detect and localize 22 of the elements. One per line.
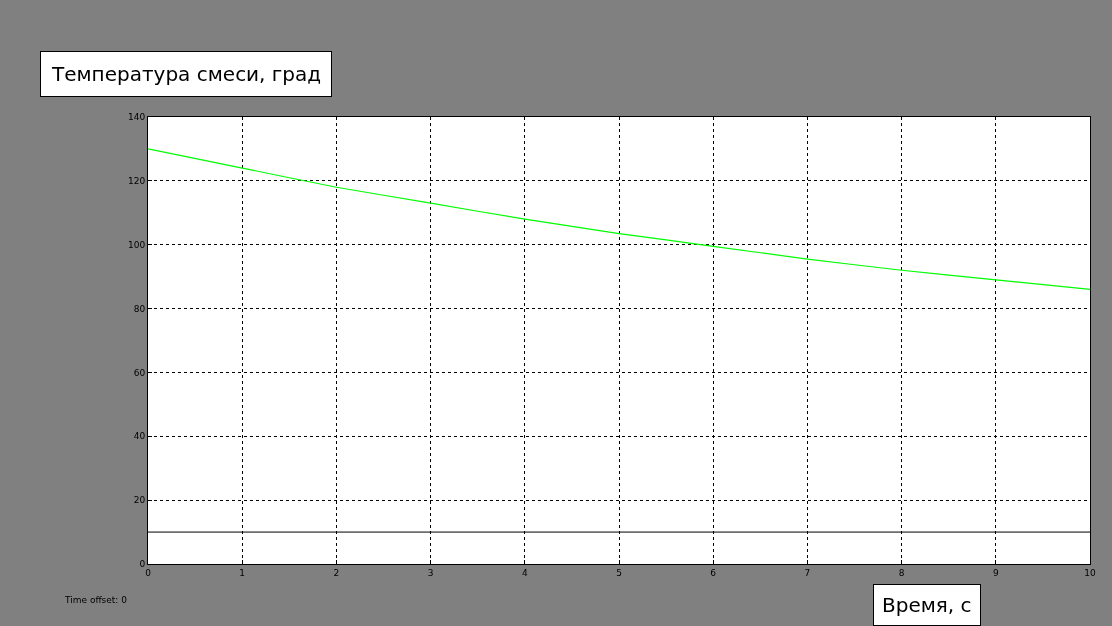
x-tick-label: 3 [427, 567, 434, 578]
x-axis-title: Время, с [882, 593, 972, 617]
y-tick-label: 40 [133, 431, 146, 442]
x-tick-label: 6 [710, 567, 717, 578]
y-tick-label: 0 [139, 559, 146, 570]
x-tick-label: 4 [521, 567, 528, 578]
x-tick-label: 8 [898, 567, 905, 578]
text: Time offset: 0 [64, 595, 128, 605]
y-tick-label: 80 [133, 303, 146, 314]
x-tick-label: 1 [239, 567, 246, 578]
y-tick-label: 60 [133, 367, 146, 378]
y-tick-label: 20 [133, 495, 146, 506]
line-series [148, 148, 1090, 291]
y-tick-label: 120 [128, 176, 146, 187]
chart-title: Температура смеси, град [51, 62, 322, 86]
x-tick-label: 9 [992, 567, 999, 578]
x-tick-label: 10 [1084, 567, 1096, 578]
x-tick-label: 2 [333, 567, 340, 578]
y-tick-label: 100 [128, 239, 146, 250]
y-tick-label: 140 [128, 112, 146, 123]
x-tick-label: 5 [616, 567, 622, 578]
x-tick-label: 7 [804, 567, 811, 578]
